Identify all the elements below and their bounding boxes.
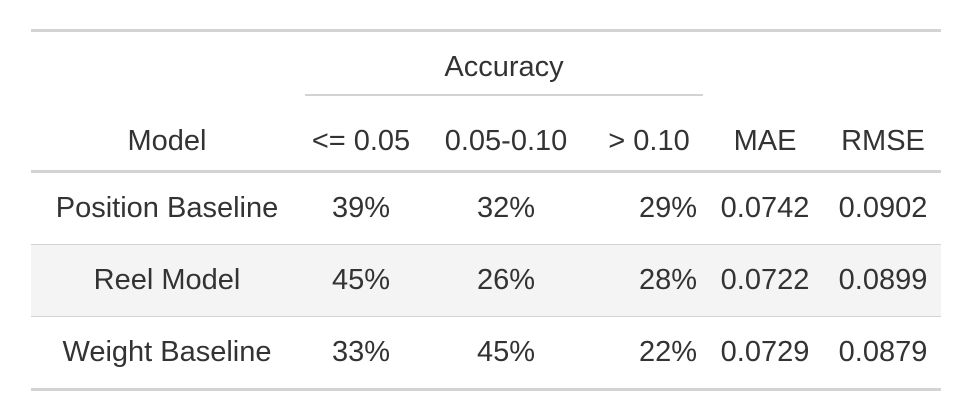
cell-acc-high: 28%	[593, 244, 705, 317]
accuracy-spanner-label: Accuracy	[305, 51, 703, 96]
table-row: Position Baseline 39% 32% 29% 0.0742 0.0…	[31, 171, 941, 245]
table-body: Position Baseline 39% 32% 29% 0.0742 0.0…	[31, 171, 941, 391]
table-top-rule	[31, 29, 941, 33]
column-header-acc-low: <= 0.05	[303, 96, 419, 173]
cell-acc-low: 33%	[303, 316, 419, 391]
column-header-acc-mid: 0.05-0.10	[419, 96, 593, 173]
cell-model: Position Baseline	[31, 171, 303, 245]
column-header-mae: MAE	[705, 96, 825, 173]
cell-acc-high: 29%	[593, 171, 705, 245]
cell-acc-low: 39%	[303, 171, 419, 245]
table-header: Accuracy Model <= 0.05 0.05-0.10 > 0.10 …	[31, 29, 941, 173]
column-header-acc-high: > 0.10	[593, 96, 705, 173]
table-row: Reel Model 45% 26% 28% 0.0722 0.0899	[31, 244, 941, 317]
column-header-model: Model	[31, 96, 303, 173]
cell-acc-mid: 32%	[419, 171, 593, 245]
cell-rmse: 0.0879	[825, 316, 941, 391]
cell-rmse: 0.0899	[825, 244, 941, 317]
column-header-rmse: RMSE	[825, 96, 941, 173]
column-header-row: Model <= 0.05 0.05-0.10 > 0.10 MAE RMSE	[31, 96, 941, 173]
cell-mae: 0.0742	[705, 171, 825, 245]
model-accuracy-table: Accuracy Model <= 0.05 0.05-0.10 > 0.10 …	[31, 29, 941, 391]
cell-acc-low: 45%	[303, 244, 419, 317]
table-row: Weight Baseline 33% 45% 22% 0.0729 0.087…	[31, 316, 941, 391]
cell-acc-mid: 45%	[419, 316, 593, 391]
cell-acc-mid: 26%	[419, 244, 593, 317]
cell-mae: 0.0729	[705, 316, 825, 391]
cell-acc-high: 22%	[593, 316, 705, 391]
spanner-row: Accuracy	[31, 32, 941, 96]
cell-model: Reel Model	[31, 244, 303, 317]
cell-mae: 0.0722	[705, 244, 825, 317]
cell-rmse: 0.0902	[825, 171, 941, 245]
cell-model: Weight Baseline	[31, 316, 303, 391]
